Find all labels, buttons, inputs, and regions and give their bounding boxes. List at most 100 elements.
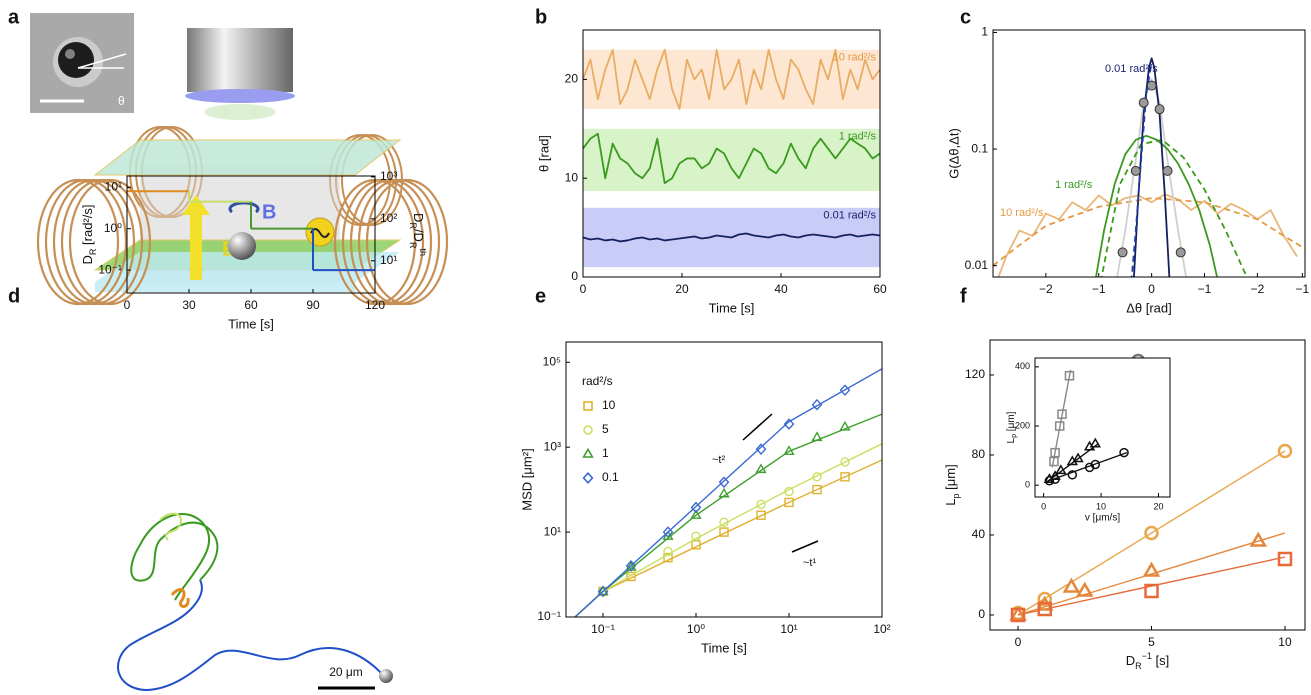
x-tick-label: 0 — [1041, 501, 1046, 511]
x-tick-label: 0 — [580, 282, 587, 296]
marker — [812, 472, 822, 482]
marker — [1277, 443, 1293, 459]
marker — [812, 484, 822, 495]
x-axis-label: Time [s] — [228, 316, 274, 331]
marker — [1044, 475, 1055, 486]
y-tick-label: 1 — [981, 25, 988, 39]
y-tick-label: 0.1 — [971, 141, 988, 155]
marker — [1062, 577, 1081, 593]
y-axis-label: DR [rad²/s] — [80, 205, 98, 265]
panel-label: b — [535, 6, 547, 28]
y-axis-label-part: p — [951, 493, 961, 498]
x-tick-label: 60 — [873, 282, 887, 296]
marker — [1162, 165, 1173, 176]
x-tick-label: −1 — [1296, 282, 1310, 296]
y-tick-label: 120 — [965, 367, 985, 381]
objective-ring — [185, 89, 295, 103]
legend-marker — [583, 425, 593, 435]
marker — [1010, 607, 1026, 623]
annotation: 0.01 rad²/s — [823, 210, 876, 222]
b-label: B — [262, 201, 276, 223]
series-line — [1095, 134, 1218, 277]
marker — [1072, 452, 1084, 463]
marker — [1142, 561, 1161, 577]
y-tick-label: 10⁻¹ — [537, 609, 561, 623]
panel-label: d — [8, 285, 20, 307]
marker — [840, 457, 850, 467]
trajectory-particle — [379, 669, 393, 683]
x-axis-label: Δθ [rad] — [1126, 300, 1172, 315]
plot-area — [1043, 369, 1129, 486]
x-tick-label: −2 — [1039, 282, 1053, 296]
y2-tick-label: 10¹ — [380, 253, 397, 267]
coil-left — [36, 178, 152, 306]
plot-frame — [989, 339, 1306, 631]
x-axis-label: Time [s] — [709, 300, 755, 315]
marker — [1050, 447, 1060, 458]
x-tick-label: 20 — [1154, 501, 1164, 511]
coil-right — [333, 178, 449, 306]
marker — [1037, 601, 1052, 617]
x-tick-label: 0 — [124, 298, 131, 312]
y-tick-label: 10⁵ — [543, 354, 561, 368]
light-cone — [204, 104, 276, 120]
series-line — [583, 48, 880, 110]
y-tick-label: 400 — [1015, 361, 1030, 371]
series-line — [1017, 450, 1286, 616]
marker — [1089, 437, 1102, 448]
x-tick-label: 40 — [774, 282, 788, 296]
x-tick-label: 10² — [873, 622, 890, 636]
substrate — [95, 252, 400, 292]
annotation: 1 rad²/s — [1055, 179, 1093, 191]
y2-axis-label-part: R — [408, 222, 418, 229]
marker — [1249, 531, 1268, 547]
x-tick-label: 90 — [306, 298, 320, 312]
marker — [1009, 605, 1027, 621]
series-line — [583, 132, 880, 185]
marker — [1175, 247, 1186, 258]
band — [583, 128, 880, 192]
plot-area — [1009, 353, 1293, 623]
y-tick-label: 10⁰ — [104, 221, 122, 235]
panel-label: f — [960, 285, 967, 307]
x-axis-label-part: D — [1126, 653, 1135, 668]
marker — [690, 501, 702, 514]
annotation: 0.01 rad²/s — [1105, 63, 1158, 75]
y-tick-label: 40 — [972, 527, 986, 541]
series-line — [583, 232, 880, 243]
illustration: θ E B — [30, 13, 449, 306]
y-axis-label-part: D — [80, 255, 95, 264]
x-tick-label: 10 — [1096, 501, 1106, 511]
marker — [1144, 525, 1159, 541]
slope-guide — [791, 540, 819, 553]
x-tick-label: 10⁻¹ — [591, 622, 615, 636]
marker — [1277, 551, 1293, 567]
particle-spot — [65, 49, 75, 59]
y-tick-label: 200 — [1015, 420, 1030, 430]
series-line — [574, 413, 882, 617]
marker — [1130, 165, 1141, 176]
y-tick-label: 10⁻¹ — [98, 262, 122, 276]
marker — [1054, 421, 1065, 431]
y-axis-label: Lp [μm] — [943, 464, 961, 505]
series-line — [574, 368, 882, 617]
y2-axis-label-part: R — [408, 242, 418, 249]
y-tick-label: 20 — [565, 72, 579, 86]
annotation: ~t¹ — [803, 557, 816, 569]
marker — [1138, 97, 1149, 108]
plot-frame — [565, 341, 883, 618]
x-tick-label: −1 — [1092, 282, 1106, 296]
series-line — [997, 193, 1298, 277]
marker — [1050, 474, 1060, 485]
y-tick-label: 0 — [571, 269, 578, 283]
x-tick-label: 60 — [244, 298, 258, 312]
x-tick-label: 0 — [1148, 282, 1155, 296]
y-axis-label-part: [rad²/s] — [80, 205, 95, 249]
y2-axis-label-part: D — [411, 213, 426, 222]
y-axis-label: MSD [μm²] — [519, 448, 534, 510]
y-axis-label-part: p — [1011, 434, 1018, 438]
legend-title: rad²/s — [582, 374, 613, 388]
y-axis-label: G(Δθ,Δt) — [946, 128, 961, 179]
rotation-arrow — [228, 201, 260, 214]
annotation: 10 rad²/s — [833, 52, 877, 64]
